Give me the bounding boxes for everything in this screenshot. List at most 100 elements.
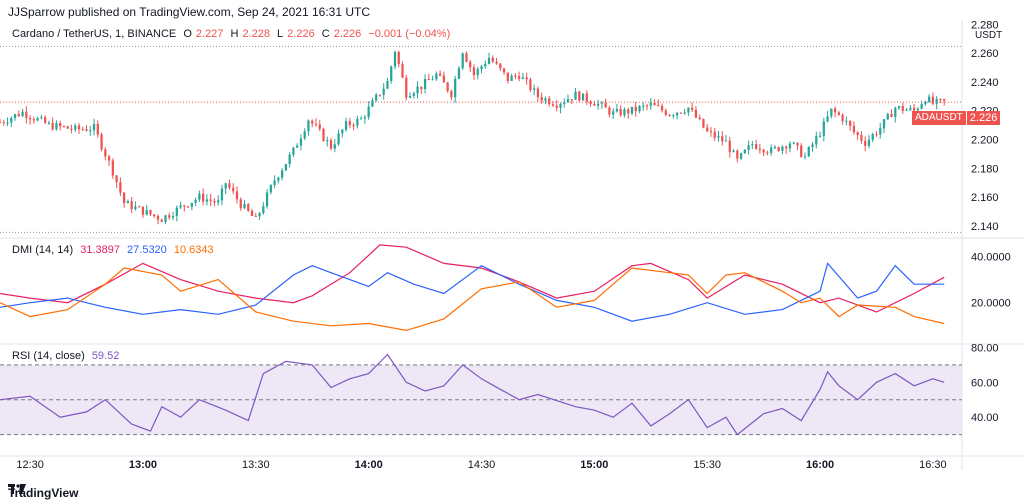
ohlc-high: 2.228 [242,28,270,40]
candle-body [299,138,303,146]
candle-body [589,101,592,104]
last-price-tag: ADAUSDT 2.226 [912,111,1001,125]
candle-body [675,112,679,116]
candle-body [469,61,472,68]
candle-body [25,111,28,118]
candle-body [307,120,310,132]
candle-body [250,210,254,216]
candle-body [423,79,427,90]
candle-body [160,219,163,222]
candle-body [138,206,141,208]
candle-body [499,63,502,69]
candle-body [288,154,291,165]
candle-body [273,180,276,186]
candle-body [367,106,370,118]
tradingview-brand: TradingView [8,486,79,500]
candle-body [762,149,765,153]
candle-body [792,142,795,144]
candle-body [758,148,761,150]
candle-body [292,147,295,155]
chart-frame[interactable]: 2.2802.2602.2402.2202.2002.1802.1602.140… [0,20,1024,482]
tradingview-footer[interactable]: TradingView [8,484,78,502]
candle-body [630,106,634,114]
rsi-y-tick: 60.00 [971,377,999,389]
candle-body [706,127,709,132]
candle-body [788,143,792,149]
candle-body [427,79,430,81]
candle-body [47,122,51,124]
dmi-legend-title: DMI (14, 14) [12,244,74,256]
candle-body [623,109,626,116]
candle-body [70,128,73,130]
x-axis-tick: 13:30 [242,459,270,471]
candle-body [435,73,438,80]
candle-body [457,68,461,79]
candle-body [800,145,803,157]
candle-body [179,205,182,208]
candle-body [438,73,442,76]
candle-body [897,106,901,109]
candle-body [111,160,114,176]
candle-body [28,117,32,120]
candle-body [247,204,250,211]
candle-body [6,122,9,124]
candle-body [461,53,464,69]
x-axis-tick: 15:30 [693,459,721,471]
candle-body [235,191,239,200]
candle-body [627,109,630,114]
candle-body [74,125,77,130]
candle-body [724,140,728,142]
candle-body [935,98,938,104]
candle-body [341,129,344,134]
candle-body [728,140,731,153]
candle-body [59,123,62,127]
ohlc-close: 2.226 [333,28,362,40]
candle-body [604,102,607,108]
candle-body [717,136,720,138]
chart-canvas[interactable]: 2.2802.2602.2402.2202.2002.1802.1602.140… [0,20,1024,482]
candle-body [375,94,378,101]
candle-body [442,75,446,83]
rsi-value: 59.52 [91,350,120,362]
candle-body [653,102,656,106]
candle-body [476,68,479,76]
candle-body [864,140,867,146]
price-y-tick: 2.200 [971,135,999,147]
dmi-y-tick: 40.0000 [971,251,1011,263]
candle-body [544,98,547,101]
candle-body [841,114,844,122]
candle-body [826,116,829,122]
candle-body [578,91,581,101]
candle-body [198,193,201,200]
candle-body [668,114,671,116]
candle-body [491,57,494,62]
candle-body [818,135,822,137]
candle-body [747,145,750,150]
candle-body [649,102,652,106]
candle-body [815,136,818,145]
candle-body [412,93,415,96]
candle-body [596,103,600,106]
candle-body [536,88,540,98]
candle-body [773,147,777,149]
candle-body [62,126,66,128]
candle-body [326,140,329,142]
candle-body [920,104,923,109]
candle-body [145,209,148,215]
candle-body [205,199,209,202]
candle-body [213,200,216,203]
price-y-tick: 2.280 [971,20,999,31]
candle-body [807,147,810,157]
candle-body [450,90,453,98]
candle-body [563,102,566,104]
candle-body [540,97,543,101]
candle-body [777,147,780,151]
candle-body [186,206,190,208]
candle-body [702,118,705,128]
candle-body [495,61,498,64]
candle-body [882,119,886,129]
candle-body [822,121,825,136]
candle-body [420,86,423,90]
candle-body [660,105,664,111]
ohlc-open: 2.227 [195,28,224,40]
